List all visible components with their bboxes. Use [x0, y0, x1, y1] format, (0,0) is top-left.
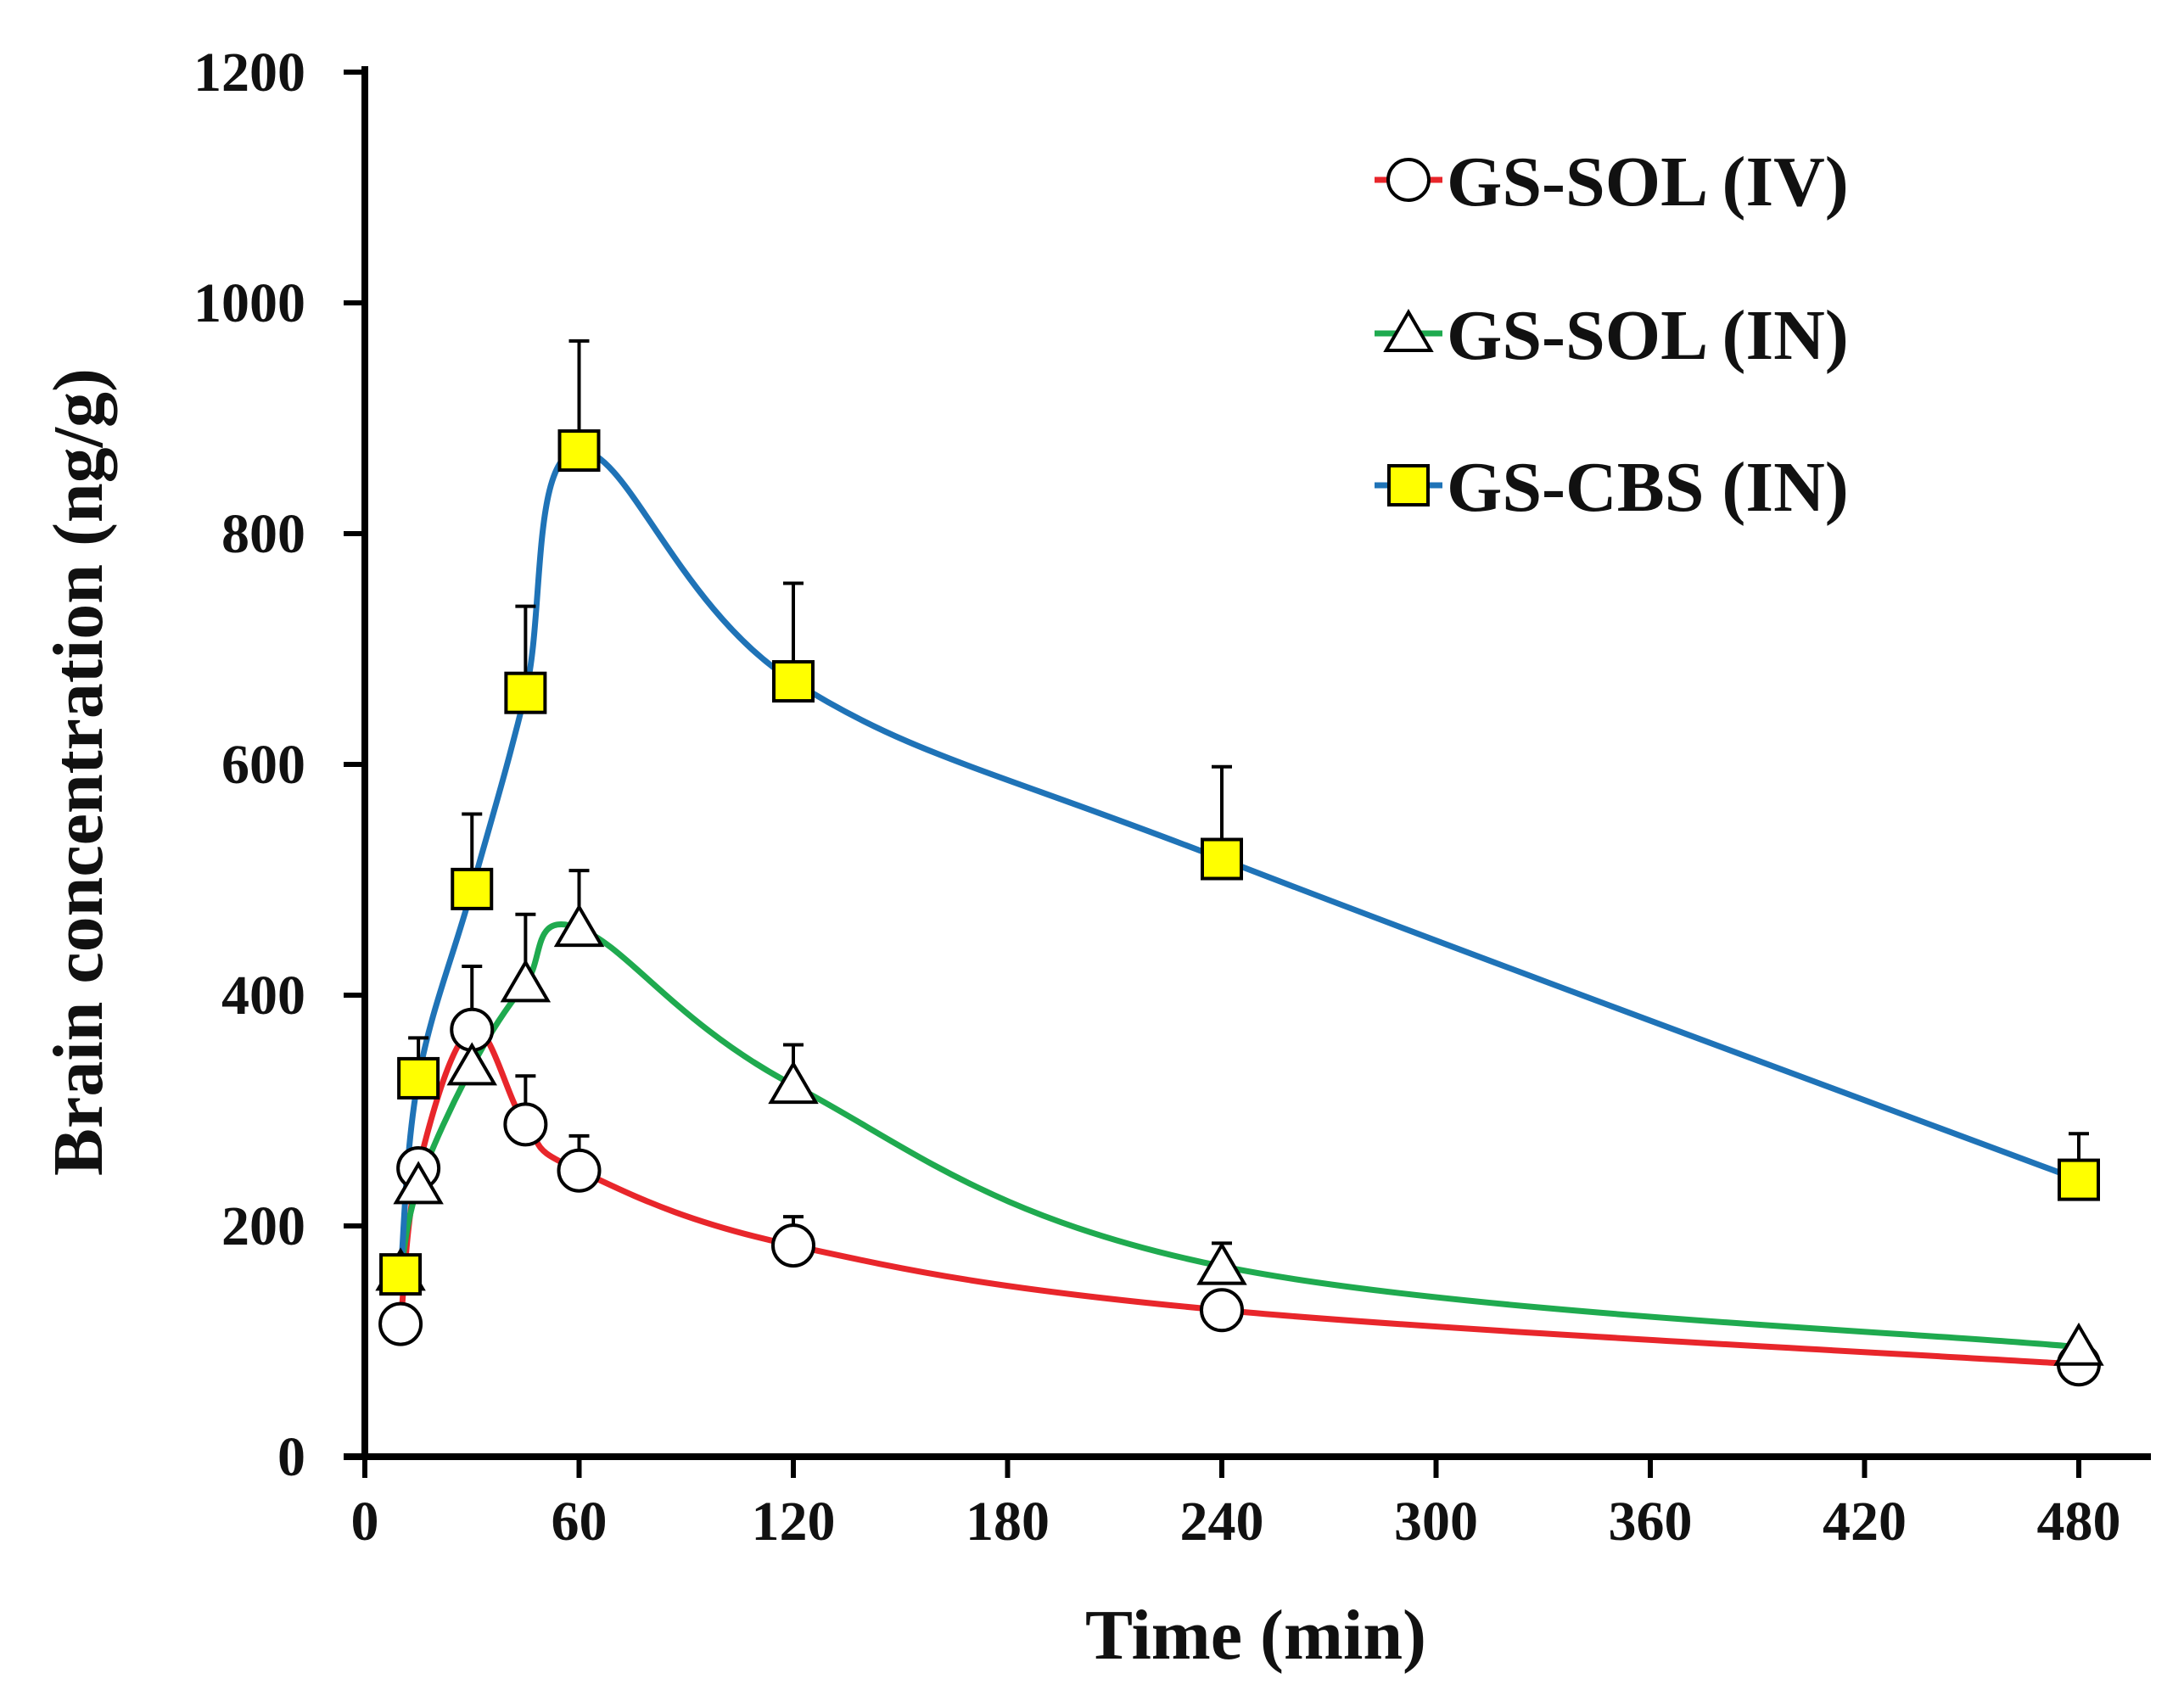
y-tick-label: 200 [221, 1195, 305, 1257]
data-point-circle [557, 1148, 602, 1193]
legend-marker-square [1387, 464, 1430, 506]
y-tick-label: 800 [221, 503, 305, 565]
data-point-circle [378, 1301, 423, 1346]
y-axis-title: Brain concentration (ng/g) [39, 368, 118, 1176]
series-curves [397, 447, 2082, 1368]
data-point-triangle [446, 1042, 497, 1086]
x-tick-label: 420 [1823, 1491, 1907, 1553]
x-tick-label: 120 [752, 1491, 836, 1553]
legend-label: GS-CBS (IN) [1447, 448, 1849, 527]
series-line-triangle [397, 921, 2082, 1351]
data-point-triangle [2053, 1322, 2104, 1366]
y-ticks: 0 200 400 600 800 1000 1200 [193, 42, 365, 1488]
data-point-triangle [393, 1161, 444, 1205]
data-point-circle [503, 1102, 548, 1147]
y-tick-label: 1200 [193, 42, 305, 104]
y-tick-label: 1000 [193, 272, 305, 334]
legend: GS-SOL (IV) GS-SOL (IN) GS-CBS (IN) [1375, 143, 1849, 527]
data-point-triangle [553, 904, 605, 948]
data-point-circle [1200, 1288, 1244, 1333]
x-tick-label: 60 [552, 1491, 608, 1553]
data-markers [375, 429, 2104, 1387]
x-ticks: 0 60 120 180 240 300 360 420 480 [351, 1457, 2121, 1553]
y-tick-label: 400 [221, 965, 305, 1027]
data-point-square [451, 867, 494, 910]
x-tick-label: 180 [966, 1491, 1050, 1553]
data-point-square [772, 660, 815, 703]
data-point-triangle [768, 1060, 819, 1105]
data-point-square [557, 429, 601, 473]
data-point-square [379, 1253, 423, 1296]
x-tick-label: 0 [351, 1491, 379, 1553]
y-tick-label: 600 [221, 734, 305, 796]
axes: 0 200 400 600 800 1000 1200 0 60 120 180 240 300 360… [39, 42, 2151, 1675]
data-point-triangle [1196, 1241, 1247, 1285]
data-point-square [1201, 837, 1243, 881]
data-point-circle [771, 1223, 815, 1268]
legend-label: GS-SOL (IV) [1447, 143, 1849, 221]
y-tick-label: 0 [277, 1426, 305, 1488]
legend-marker-circle [1386, 158, 1431, 202]
x-tick-label: 360 [1609, 1491, 1693, 1553]
data-point-triangle [500, 959, 552, 1003]
x-tick-label: 480 [2037, 1491, 2121, 1553]
data-point-square [397, 1056, 440, 1100]
data-point-square [2058, 1158, 2100, 1201]
legend-marker-triangle [1383, 309, 1434, 352]
data-point-square [504, 671, 547, 714]
x-tick-label: 240 [1180, 1491, 1264, 1553]
legend-label: GS-SOL (IN) [1447, 296, 1849, 375]
x-tick-label: 300 [1394, 1491, 1478, 1553]
x-axis-title: Time (min) [1085, 1596, 1426, 1675]
series-line-square [397, 447, 2082, 1278]
